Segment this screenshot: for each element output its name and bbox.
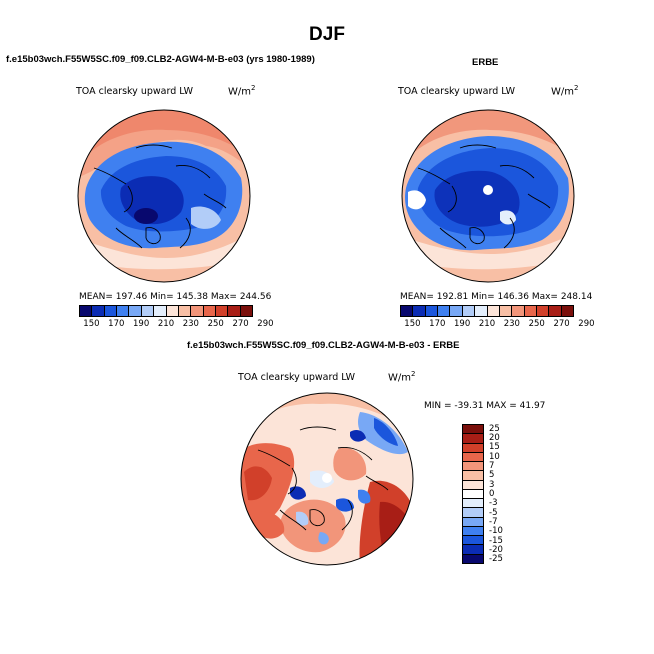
- diff-colorbar-ticks: 25 20 15 10 7 5 3 0 -3 -5 -7 -10 -15 -20 -25: [489, 423, 519, 565]
- colorbar-swatch: [463, 508, 483, 518]
- colorbar-tick-label: 230: [182, 319, 199, 329]
- colorbar-tick-label: 170: [108, 319, 125, 329]
- colorbar-swatch: [463, 443, 483, 453]
- colorbar-swatch: [463, 425, 483, 435]
- colorbar-swatch: [129, 306, 142, 316]
- colorbar-swatch: [203, 306, 216, 316]
- diff-case-title: f.e15b03wch.F55W5SC.f09_f09.CLB2-AGW4-M-…: [187, 340, 460, 351]
- colorbar-swatch: [463, 489, 483, 500]
- colorbar-tick-label: 250: [528, 319, 545, 329]
- colorbar-tick-label: 190: [454, 319, 471, 329]
- colorbar-tick-label: 150: [404, 319, 421, 329]
- colorbar-tick-label: -20: [489, 545, 503, 555]
- colorbar-tick-label: 250: [207, 319, 224, 329]
- diff-stats: MIN = -39.31 MAX = 41.97: [424, 401, 546, 411]
- colorbar-swatch: [463, 545, 483, 555]
- colorbar-swatch: [240, 306, 253, 316]
- colorbar-swatch: [463, 499, 483, 509]
- obs-stats: MEAN= 192.81 Min= 146.36 Max= 248.14: [400, 292, 593, 302]
- colorbar-swatch: [475, 306, 488, 316]
- colorbar-swatch: [413, 306, 426, 316]
- colorbar-swatch: [425, 306, 439, 316]
- obs-variable-label: TOA clearsky upward LW: [398, 86, 516, 97]
- colorbar-tick-label: 150: [83, 319, 100, 329]
- obs-colorbar-ticks: 150 170 190 210 230 250 270 290: [400, 319, 594, 331]
- colorbar-swatch: [524, 306, 537, 316]
- colorbar-tick-label: 10: [489, 451, 500, 462]
- colorbar-swatch: [80, 306, 93, 316]
- colorbar-tick-label: -5: [489, 507, 498, 518]
- colorbar-swatch: [463, 434, 483, 444]
- colorbar-swatch: [166, 306, 179, 316]
- colorbar-swatch: [463, 554, 483, 563]
- colorbar-swatch: [92, 306, 105, 316]
- colorbar-swatch: [463, 471, 483, 481]
- colorbar-swatch: [463, 526, 483, 537]
- colorbar-tick-label: 270: [232, 319, 249, 329]
- colorbar-swatch: [463, 536, 483, 546]
- model-polar-map: [77, 109, 251, 283]
- colorbar-tick-label: 5: [489, 470, 495, 481]
- model-unit-label: W/m2: [228, 84, 256, 98]
- colorbar-swatch: [141, 306, 155, 316]
- colorbar-swatch: [438, 306, 451, 316]
- model-colorbar: [79, 305, 253, 317]
- colorbar-swatch: [463, 462, 483, 472]
- colorbar-swatch: [536, 306, 550, 316]
- model-case-title: f.e15b03wch.F55W5SC.f09_f09.CLB2-AGW4-M-…: [6, 54, 315, 65]
- colorbar-swatch: [228, 306, 241, 316]
- colorbar-tick-label: 7: [489, 461, 495, 471]
- colorbar-tick-label: 210: [478, 319, 496, 329]
- colorbar-swatch: [462, 306, 476, 316]
- colorbar-swatch: [215, 306, 229, 316]
- obs-unit-label: W/m2: [551, 84, 579, 98]
- colorbar-swatch: [487, 306, 500, 316]
- colorbar-swatch: [463, 517, 483, 527]
- diff-unit-label: W/m2: [388, 370, 416, 384]
- colorbar-tick-label: 0: [489, 489, 495, 499]
- obs-case-title: ERBE: [472, 57, 499, 68]
- colorbar-tick-label: -25: [489, 554, 503, 565]
- colorbar-tick-label: -3: [489, 498, 498, 509]
- colorbar-swatch: [499, 306, 513, 316]
- diff-variable-label: TOA clearsky upward LW: [238, 372, 356, 383]
- obs-colorbar: [400, 305, 574, 317]
- colorbar-swatch: [104, 306, 118, 316]
- colorbar-tick-label: 170: [429, 319, 446, 329]
- model-variable-label: TOA clearsky upward LW: [76, 86, 194, 97]
- colorbar-tick-label: 20: [489, 433, 500, 443]
- colorbar-swatch: [549, 306, 562, 316]
- model-stats: MEAN= 197.46 Min= 145.38 Max= 244.56: [79, 292, 272, 302]
- colorbar-tick-label: 3: [489, 479, 495, 490]
- diff-polar-map: [240, 392, 414, 566]
- colorbar-tick-label: 25: [489, 423, 500, 434]
- colorbar-swatch: [154, 306, 167, 316]
- colorbar-tick-label: 15: [489, 442, 500, 453]
- colorbar-tick-label: 270: [553, 319, 570, 329]
- colorbar-swatch: [191, 306, 204, 316]
- colorbar-tick-label: 290: [578, 319, 595, 329]
- model-colorbar-ticks: 150 170 190 210 230 250 270 290: [79, 319, 273, 331]
- colorbar-tick-label: 190: [133, 319, 150, 329]
- colorbar-swatch: [463, 480, 483, 490]
- season-title: DJF: [309, 24, 345, 45]
- colorbar-tick-label: 290: [257, 319, 274, 329]
- colorbar-swatch: [512, 306, 525, 316]
- obs-polar-map: [401, 109, 575, 283]
- colorbar-swatch: [401, 306, 414, 316]
- colorbar-tick-label: 210: [157, 319, 175, 329]
- colorbar-swatch: [178, 306, 192, 316]
- colorbar-tick-label: -7: [489, 517, 498, 527]
- colorbar-swatch: [117, 306, 130, 316]
- colorbar-swatch: [450, 306, 463, 316]
- colorbar-swatch: [463, 452, 483, 463]
- colorbar-swatch: [561, 306, 574, 316]
- colorbar-tick-label: -10: [489, 526, 503, 537]
- colorbar-tick-label: 230: [503, 319, 520, 329]
- diff-colorbar: [462, 424, 484, 564]
- colorbar-tick-label: -15: [489, 535, 503, 546]
